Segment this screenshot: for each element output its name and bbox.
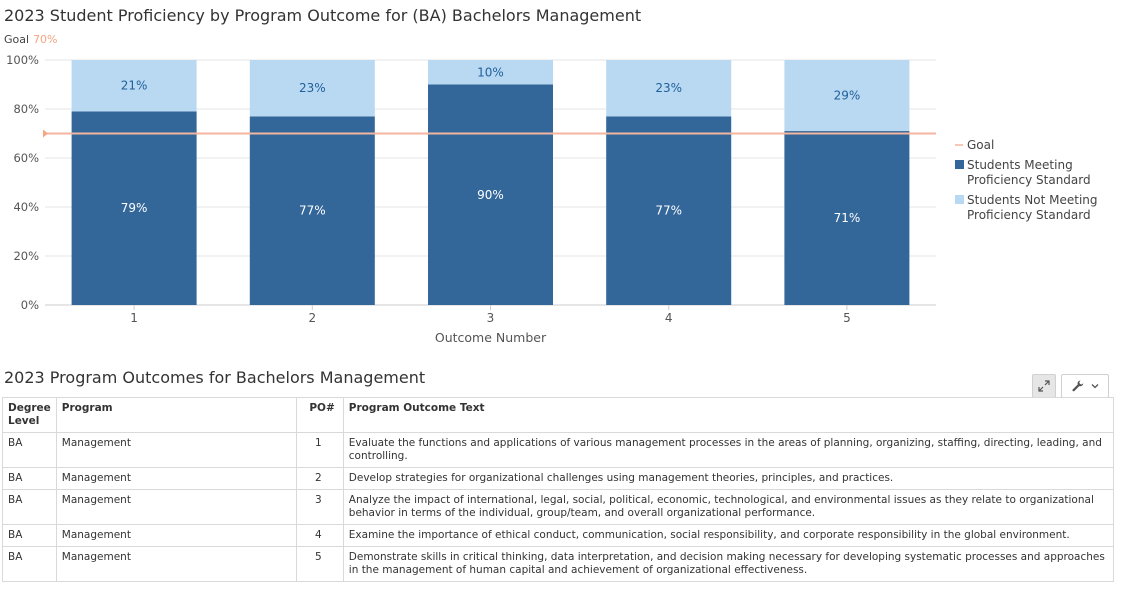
data-label: 71% bbox=[834, 211, 861, 225]
cell-po: 5 bbox=[295, 546, 344, 582]
goal-label-text: Goal bbox=[4, 33, 30, 46]
x-tick-label: 3 bbox=[487, 311, 495, 325]
bar-not-meeting bbox=[249, 60, 375, 117]
header-outcome-text[interactable]: Program Outcome Text bbox=[342, 397, 1115, 433]
bar-not-meeting bbox=[71, 60, 197, 112]
cell-program: Management bbox=[55, 489, 297, 525]
cell-text: Demonstrate skills in critical thinking,… bbox=[342, 546, 1115, 582]
data-label: 23% bbox=[655, 81, 682, 95]
bar-meeting bbox=[784, 131, 910, 305]
y-tick-label: 100% bbox=[6, 53, 39, 67]
cell-po: 1 bbox=[295, 432, 344, 468]
legend-meeting-label: Proficiency Standard bbox=[967, 173, 1091, 187]
program-outcomes-table: Degree Level Program PO# Program Outcome… bbox=[2, 397, 1115, 582]
data-label: 77% bbox=[299, 204, 326, 218]
goal-marker bbox=[43, 129, 48, 138]
cell-degree: BA bbox=[2, 489, 57, 525]
cell-text: Examine the importance of ethical conduc… bbox=[342, 524, 1115, 547]
goal-value: 70% bbox=[33, 33, 58, 46]
bar-meeting bbox=[606, 116, 732, 305]
x-axis-label: Outcome Number bbox=[435, 330, 547, 345]
cell-program: Management bbox=[55, 546, 297, 582]
data-label: 79% bbox=[121, 201, 148, 215]
cell-program: Management bbox=[55, 524, 297, 547]
legend-meeting-swatch bbox=[955, 160, 964, 169]
table-toolbar bbox=[1032, 374, 1109, 398]
y-tick-label: 40% bbox=[13, 200, 39, 214]
cell-degree: BA bbox=[2, 546, 57, 582]
legend-goal-label: Goal bbox=[967, 138, 994, 152]
data-label: 77% bbox=[655, 204, 682, 218]
chart-title: 2023 Student Proficiency by Program Outc… bbox=[4, 6, 642, 25]
settings-dropdown-button[interactable] bbox=[1061, 374, 1109, 398]
cell-po: 3 bbox=[295, 489, 344, 525]
table-row: BA Management 3 Analyze the impact of in… bbox=[2, 489, 1115, 525]
bar-not-meeting bbox=[606, 60, 732, 117]
x-tick-label: 4 bbox=[665, 311, 673, 325]
header-program[interactable]: Program bbox=[55, 397, 297, 433]
cell-degree: BA bbox=[2, 432, 57, 468]
expand-button[interactable] bbox=[1032, 374, 1056, 398]
wrench-icon bbox=[1072, 380, 1084, 392]
data-label: 23% bbox=[299, 81, 326, 95]
table-row: BA Management 4 Examine the importance o… bbox=[2, 524, 1115, 547]
cell-program: Management bbox=[55, 432, 297, 468]
y-tick-label: 20% bbox=[13, 249, 39, 263]
bar-not-meeting bbox=[428, 60, 553, 85]
bar-meeting bbox=[428, 84, 553, 305]
cell-po: 2 bbox=[295, 467, 344, 490]
table-header-row: Degree Level Program PO# Program Outcome… bbox=[2, 397, 1115, 433]
x-tick-label: 2 bbox=[308, 311, 316, 325]
cell-program: Management bbox=[55, 467, 297, 490]
data-label: 10% bbox=[477, 65, 504, 79]
expand-icon bbox=[1038, 380, 1050, 392]
cell-degree: BA bbox=[2, 524, 57, 547]
goal-label: Goal 70% bbox=[4, 33, 58, 46]
cell-text: Develop strategies for organizational ch… bbox=[342, 467, 1115, 490]
table-row: BA Management 5 Demonstrate skills in cr… bbox=[2, 546, 1115, 582]
header-po-number[interactable]: PO# bbox=[295, 397, 344, 433]
table-row: BA Management 2 Develop strategies for o… bbox=[2, 467, 1115, 490]
cell-text: Analyze the impact of international, leg… bbox=[342, 489, 1115, 525]
chevron-down-icon bbox=[1091, 384, 1099, 389]
bar-not-meeting bbox=[784, 60, 910, 132]
y-tick-label: 0% bbox=[21, 298, 39, 312]
proficiency-chart: 0% 20% 40% 60% 80% 100% 79% 21% 1 77% 23% 2 90% 10% 3 7… bbox=[6, 53, 1098, 345]
legend-meeting-label: Students Meeting bbox=[967, 158, 1073, 172]
legend-not-meeting-swatch bbox=[955, 195, 964, 204]
table-title: 2023 Program Outcomes for Bachelors Mana… bbox=[4, 368, 426, 387]
data-label: 90% bbox=[477, 188, 504, 202]
y-tick-label: 60% bbox=[13, 151, 39, 165]
cell-po: 4 bbox=[295, 524, 344, 547]
data-label: 29% bbox=[834, 89, 861, 103]
bar-meeting bbox=[71, 111, 197, 305]
cell-degree: BA bbox=[2, 467, 57, 490]
x-tick-label: 1 bbox=[130, 311, 138, 325]
table-row: BA Management 1 Evaluate the functions a… bbox=[2, 432, 1115, 468]
legend-not-meeting-label: Proficiency Standard bbox=[967, 208, 1091, 222]
header-degree-level[interactable]: Degree Level bbox=[2, 397, 57, 433]
bar-meeting bbox=[249, 116, 375, 305]
legend-not-meeting-label: Students Not Meeting bbox=[967, 193, 1098, 207]
x-tick-label: 5 bbox=[843, 311, 851, 325]
cell-text: Evaluate the functions and applications … bbox=[342, 432, 1115, 468]
y-tick-label: 80% bbox=[13, 102, 39, 116]
data-label: 21% bbox=[121, 79, 148, 93]
